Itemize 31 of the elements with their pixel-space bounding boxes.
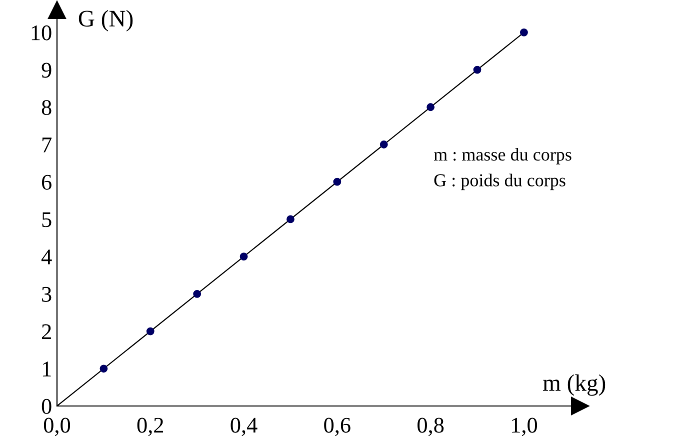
y-tick-label: 10 (32, 25, 52, 40)
point (520, 28, 528, 36)
point (380, 140, 388, 148)
point (473, 66, 482, 74)
y-tick-label: 9 (42, 62, 52, 78)
y-tick-label: 3 (42, 286, 52, 302)
y-tick-label: 0 (42, 398, 52, 414)
y-tick-label: 1 (42, 362, 51, 376)
y-tick-label: 5 (42, 212, 52, 228)
y-tick-label: 8 (42, 100, 52, 116)
point (193, 290, 202, 298)
x-tick-label: 0,2 (137, 418, 164, 436)
x-tick-label: 0,6 (324, 418, 350, 436)
x-tick-label: 0,0 (44, 418, 70, 436)
x-tick-label: 0,4 (230, 418, 258, 436)
y-tick-label: 4 (41, 250, 52, 264)
y-tick-label: 6 (42, 174, 52, 190)
x-axis-title: m (kg) (543, 374, 606, 396)
point (333, 178, 342, 186)
y-tick-label: 7 (42, 138, 52, 152)
x-tick-label: 1,0 (512, 418, 538, 436)
y-axis-title: G (N) (78, 10, 133, 32)
point (426, 103, 435, 112)
point (146, 327, 154, 336)
y-tick-label: 2 (42, 324, 51, 339)
annotation: G : poids du corps (434, 174, 566, 190)
x-tick-label: 0,8 (418, 418, 444, 436)
point (240, 252, 248, 261)
point (286, 215, 294, 224)
annotation: m : masse du corps (434, 148, 572, 164)
point (100, 364, 108, 373)
